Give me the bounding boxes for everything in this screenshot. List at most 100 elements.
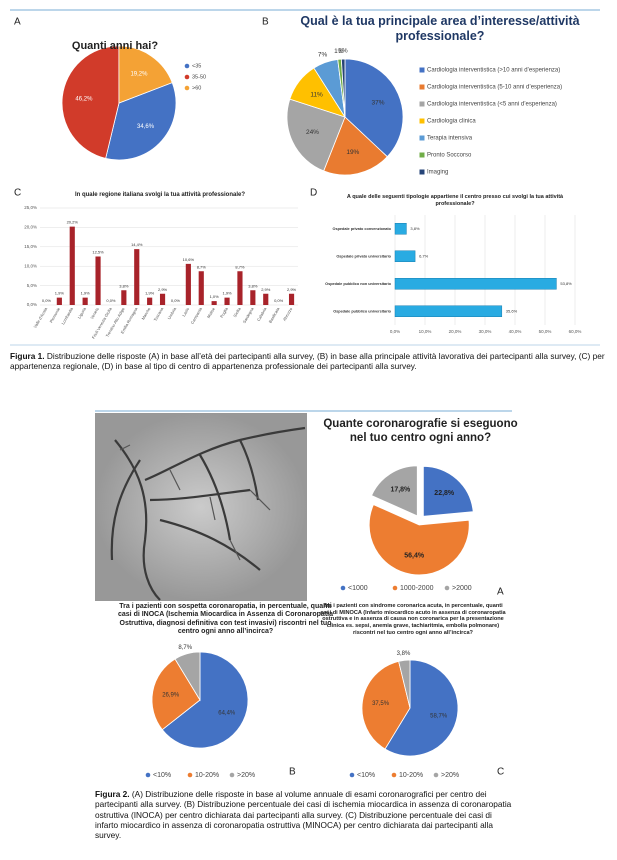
legend-marker (187, 772, 193, 778)
value-label: 2,9% (287, 287, 297, 292)
value-label: 12,5% (92, 250, 104, 255)
x-tick-label: Umbria (166, 306, 177, 320)
legend-label: Cardiologia interventistica (<5 anni d’e… (427, 102, 557, 108)
x-tick-label: Molise (206, 306, 216, 319)
value-label: 53,8% (560, 281, 572, 286)
value-label: 8,7% (235, 264, 245, 269)
bar (134, 249, 140, 305)
x-tick-label: 30,0% (479, 329, 492, 334)
y-tick-label: Ospedale pubblico non universitario (325, 282, 392, 286)
legend-marker (419, 152, 425, 158)
legend-marker (229, 772, 235, 778)
x-tick-label: Puglia (219, 306, 229, 319)
legend-label: >2000 (452, 585, 472, 592)
legend-marker (419, 118, 425, 124)
legend-label: 10-20% (399, 772, 423, 779)
bar (95, 256, 101, 305)
slice-label: 46,2% (75, 96, 93, 102)
value-label: 8,7% (197, 264, 207, 269)
slice-label: 24% (306, 129, 319, 136)
x-tick-label: Campania (190, 306, 204, 325)
legend-label: Cardiologia clinica (427, 119, 476, 125)
slice-label: 58,7% (430, 714, 448, 720)
panel-label: A (497, 587, 504, 598)
panel-label: A (14, 17, 21, 28)
chart-title: Tra i pazienti con sospetta coronaropati… (118, 603, 333, 636)
legend-label: <10% (357, 772, 375, 779)
legend-label: <10% (153, 772, 171, 779)
slice-label: 64,4% (218, 711, 236, 717)
slice-label: 22,8% (434, 490, 455, 497)
pie-slice (344, 58, 404, 158)
x-tick-label: Valle d'Aosta (32, 306, 48, 329)
x-tick-label: 60,0% (569, 329, 582, 334)
bar (237, 271, 243, 305)
bar (69, 226, 75, 305)
slice-label: 37,5% (372, 701, 390, 707)
chart-title: Qual è la tua principale area d’interess… (300, 14, 580, 43)
x-tick-label: Piemonte (48, 306, 61, 324)
legend-label: 10-20% (195, 772, 219, 779)
panel-label: C (14, 188, 21, 199)
pie-slice (286, 98, 346, 172)
value-label: 10,6% (183, 257, 195, 262)
bar (394, 305, 503, 317)
value-label: 2,9% (261, 287, 271, 292)
legend-label: Cardiologia interventistica (>10 anni d’… (427, 68, 560, 74)
y-tick-label: 5,0% (27, 283, 37, 288)
x-tick-label: Lombardia (60, 306, 74, 326)
legend-label: 1000-2000 (400, 585, 434, 592)
bar (250, 290, 256, 305)
value-label: 2,9% (158, 287, 168, 292)
x-tick-label: Basilicata (268, 306, 281, 324)
caption-label: Figura 2. (95, 789, 130, 799)
legend-marker (349, 772, 355, 778)
value-label: 3,8% (119, 283, 129, 288)
x-tick-label: Toscana (153, 306, 165, 322)
pie-slice (61, 45, 120, 159)
panel-label: C (497, 767, 504, 778)
pie-slice (371, 465, 418, 517)
caption-text: (A) Distribuzione delle risposte in base… (95, 789, 512, 841)
figure-caption: Figura 1. Distribuzione delle risposte (… (10, 351, 607, 372)
slice-label: 56,4% (404, 552, 425, 559)
figure-caption: Figura 2. (A) Distribuzione delle rispos… (95, 789, 515, 841)
pie-slice (384, 659, 459, 757)
x-tick-label: 10,0% (419, 329, 432, 334)
legend-marker (391, 772, 397, 778)
legend-label: Terapia intensiva (427, 136, 473, 142)
bar (198, 271, 204, 305)
pie-slice (422, 465, 474, 517)
y-tick-label: 10,0% (24, 263, 37, 268)
value-label: 1,9% (55, 291, 65, 296)
y-tick-label: Ospedale privato convenzionato (333, 227, 392, 231)
pie-slice (151, 658, 201, 731)
legend-marker (392, 585, 398, 591)
x-tick-label: Marche (140, 306, 151, 321)
bar (394, 223, 407, 235)
legend-marker (419, 101, 425, 107)
value-label: 1,9% (145, 291, 155, 296)
legend-label: <1000 (348, 585, 368, 592)
bar (394, 278, 557, 290)
y-tick-label: Ospedale privato universitario (336, 254, 391, 258)
value-label: 3,8% (410, 226, 420, 231)
chart-title: Tra i pazienti con sindrome coronarica a… (320, 603, 506, 636)
legend-marker (419, 84, 425, 90)
pie-slice (118, 45, 173, 104)
pie-slice (161, 651, 249, 749)
x-tick-label: 0,0% (390, 329, 400, 334)
legend-marker (444, 585, 450, 591)
legend-marker (419, 169, 425, 175)
bar (394, 250, 416, 262)
value-label: 0,0% (171, 298, 181, 303)
chart-title: A quale delle seguenti tipologie apparti… (346, 194, 564, 207)
legend-marker (433, 772, 439, 778)
chart-title: In quale regione italiana svolgi la tua … (74, 192, 246, 198)
x-tick-label: 20,0% (449, 329, 462, 334)
slice-label: 17,8% (390, 487, 411, 494)
value-label: 1,0% (210, 294, 220, 299)
bar (147, 297, 153, 305)
